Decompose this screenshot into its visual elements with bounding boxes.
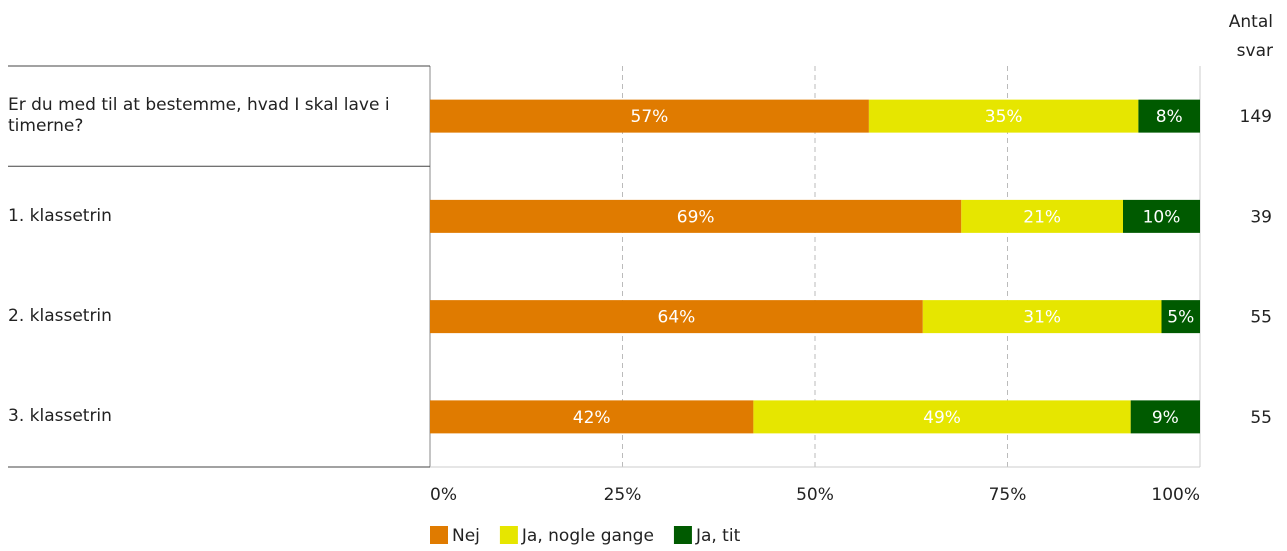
bar-segment — [1138, 99, 1200, 133]
value-label: 42% — [573, 408, 611, 428]
category-label: 2. klassetrin — [8, 306, 112, 327]
bar-segment — [430, 199, 962, 233]
value-label: 35% — [985, 107, 1023, 127]
count-label: 55 — [1250, 308, 1272, 328]
x-tick-label: 50% — [796, 485, 834, 505]
category-label: Er du med til at bestemme, hvad I skal l… — [8, 95, 390, 137]
bar-segment — [868, 99, 1139, 133]
x-tick-label: 75% — [989, 485, 1027, 505]
category-label: 3. klassetrin — [8, 406, 112, 427]
legend-label: Nej — [452, 526, 480, 546]
value-label: 57% — [631, 107, 669, 127]
legend-swatch — [673, 526, 692, 544]
count-label: 149 — [1240, 107, 1272, 127]
bar-segment — [753, 400, 1131, 434]
bar-segment — [1130, 400, 1200, 434]
value-label: 9% — [1152, 408, 1179, 428]
legend-swatch — [499, 526, 518, 544]
value-label: 21% — [1023, 207, 1061, 227]
value-label: 69% — [677, 207, 715, 227]
x-tick-label: 25% — [604, 485, 642, 505]
value-label: 10% — [1143, 207, 1181, 227]
bar-segment — [430, 99, 869, 133]
bar-segment — [1161, 300, 1200, 334]
category-label: 1. klassetrin — [8, 205, 112, 226]
value-label: 31% — [1023, 308, 1061, 328]
bar-segment — [430, 400, 754, 434]
bar-segment — [961, 199, 1123, 233]
legend-label: Ja, nogle gange — [521, 526, 654, 546]
bar-segment — [922, 300, 1162, 334]
count-header: Antal svar — [1228, 12, 1273, 61]
value-label: 49% — [923, 408, 961, 428]
legend-swatch — [430, 526, 448, 544]
x-tick-label: 0% — [430, 485, 457, 505]
count-label: 55 — [1250, 408, 1272, 428]
legend-label: Ja, tit — [695, 526, 741, 546]
value-label: 8% — [1156, 107, 1183, 127]
value-label: 5% — [1167, 308, 1194, 328]
bar-segment — [430, 300, 923, 334]
bar-segment — [1123, 199, 1200, 233]
count-label: 39 — [1250, 207, 1272, 227]
value-label: 64% — [658, 308, 696, 328]
x-tick-label: 100% — [1151, 485, 1200, 505]
